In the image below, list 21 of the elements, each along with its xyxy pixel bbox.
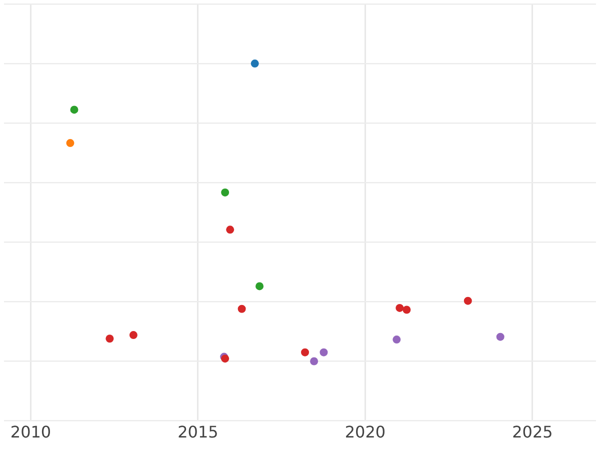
point — [392, 336, 401, 344]
x-tick-label: 2025 — [512, 422, 553, 442]
point — [402, 306, 411, 314]
point — [320, 348, 328, 356]
point — [106, 334, 114, 343]
x-tick-label: 2015 — [178, 422, 218, 442]
point — [66, 139, 74, 148]
point — [256, 282, 264, 290]
point — [221, 188, 230, 196]
point — [464, 296, 472, 305]
point — [301, 348, 310, 356]
x-tick-label: 2020 — [344, 422, 386, 442]
x-tick-label: 2010 — [10, 422, 52, 442]
point — [396, 304, 404, 312]
point — [226, 226, 234, 234]
point — [129, 331, 138, 340]
point — [250, 60, 259, 68]
point — [238, 304, 246, 313]
point — [310, 357, 318, 366]
point — [70, 106, 78, 114]
point — [496, 332, 504, 341]
